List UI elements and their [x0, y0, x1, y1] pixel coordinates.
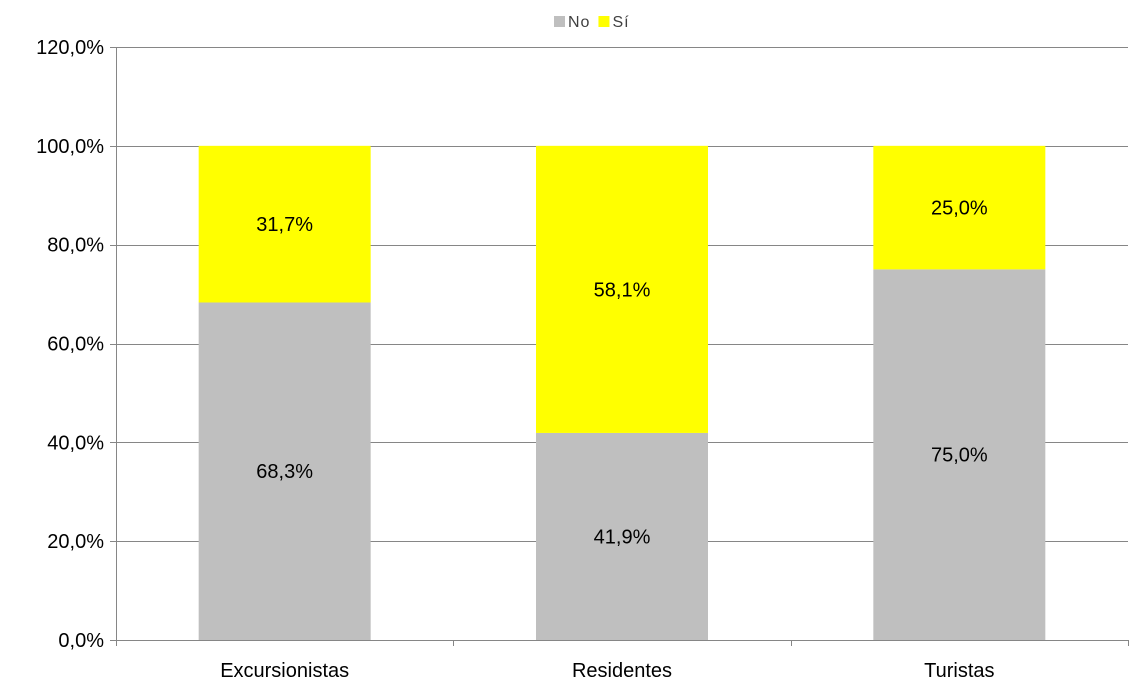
bar-no-excursionistas [198, 302, 371, 640]
y-tick-label: 120,0% [36, 37, 104, 59]
bar-no-turistas [873, 269, 1046, 640]
x-tick-label: Residentes [572, 660, 672, 682]
y-tick-label: 20,0% [47, 531, 104, 553]
data-label: 58,1% [594, 279, 651, 301]
bar-no-residentes [536, 432, 708, 640]
legend-swatch [554, 16, 565, 27]
legend-label: No [568, 14, 590, 31]
bar-s--residentes [536, 145, 708, 433]
legend-swatch [598, 16, 610, 27]
bars [198, 145, 1046, 640]
y-tick-label: 60,0% [47, 334, 104, 356]
y-tick-label: 80,0% [47, 235, 104, 257]
data-label: 68,3% [256, 461, 313, 483]
x-tick-label: Excursionistas [220, 660, 349, 682]
y-tick-label: 100,0% [36, 136, 104, 158]
data-label: 31,7% [256, 214, 313, 236]
x-tick-label: Turistas [924, 660, 994, 682]
legend-label: Sí [612, 14, 629, 31]
data-label: 25,0% [931, 198, 988, 220]
y-tick-label: 40,0% [47, 432, 104, 454]
bar-s--turistas [873, 145, 1046, 270]
axes: 0,0% 20,0% 40,0% 60,0% 80,0% 100,0% 120,0% Excu… [36, 37, 1129, 682]
y-tick-label: 0,0% [58, 630, 104, 652]
data-label: 41,9% [594, 526, 651, 548]
data-labels: 68,3% 31,7% 41,9% 58,1% 75,0% 25,0% [256, 198, 988, 549]
legend: No Sí [554, 14, 629, 31]
data-label: 75,0% [931, 445, 988, 467]
bar-s--excursionistas [198, 145, 371, 303]
